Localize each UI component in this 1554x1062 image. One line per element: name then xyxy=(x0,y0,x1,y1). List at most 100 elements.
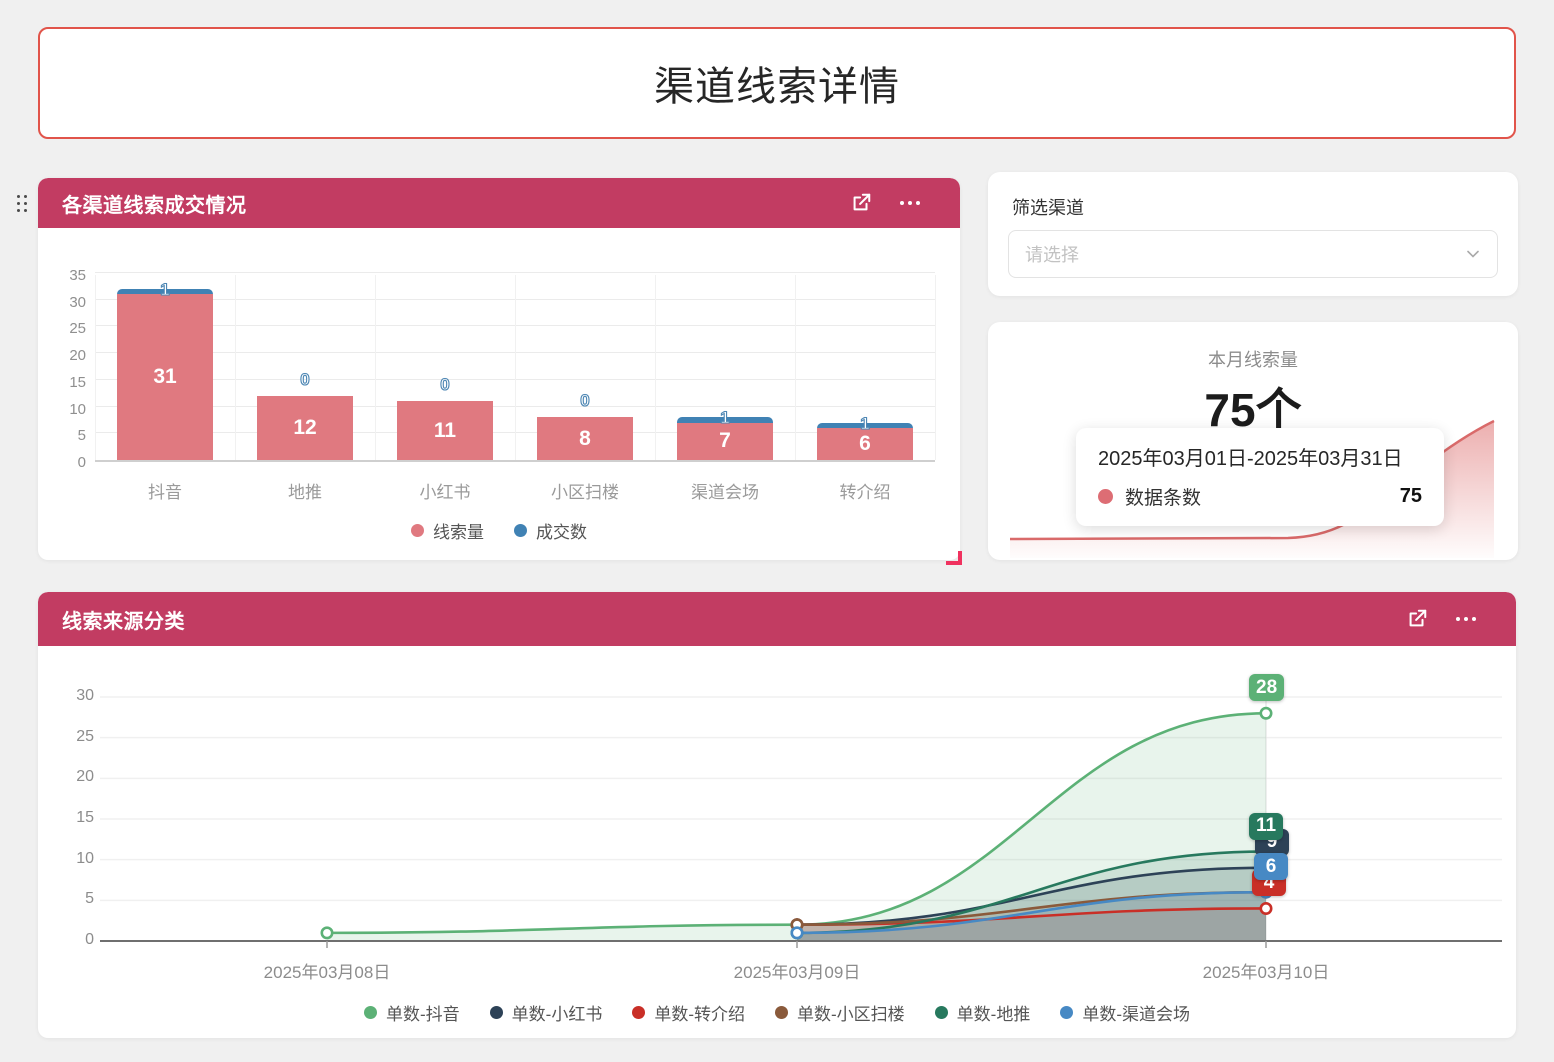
y-axis-label: 20 xyxy=(76,768,94,786)
x-axis-date-label: 2025年03月10日 xyxy=(1202,963,1330,982)
series-line-单数-渠道会场[interactable] xyxy=(796,890,1267,935)
deal-value-label: 0 xyxy=(580,391,591,411)
y-axis-label: 30 xyxy=(69,293,86,311)
deal-value-label: 1 xyxy=(720,408,731,428)
line-legend: 单数-抖音 单数-小红书 单数-转介绍 单数-小区扫楼 单数-地推 单数-渠道会场 xyxy=(38,1000,1516,1025)
bar-legend: 线索量 成交数 xyxy=(38,518,960,543)
y-axis-label: 20 xyxy=(69,347,86,365)
y-axis-label: 15 xyxy=(69,373,86,391)
y-axis-label: 25 xyxy=(69,320,86,338)
legend-label: 线索量 xyxy=(433,523,484,542)
line-card-header: 线索来源分类 xyxy=(38,592,1516,646)
export-icon[interactable] xyxy=(1406,608,1428,630)
legend-label: 单数-抖音 xyxy=(385,1005,460,1024)
y-axis-label: 25 xyxy=(76,727,94,745)
legend-dot xyxy=(1060,1006,1074,1019)
gridline xyxy=(95,272,935,273)
bar-segment-leads[interactable]: 11 xyxy=(397,401,493,460)
y-axis-label: 35 xyxy=(69,267,86,284)
legend-item[interactable]: 单数-转介绍 xyxy=(632,1000,745,1025)
drag-handle-icon[interactable] xyxy=(17,195,29,215)
legend-dot xyxy=(934,1006,948,1019)
monthly-leads-card: 本月线索量 75个 2025年03月01日-2025年03月31日 数据条数 7… xyxy=(988,322,1518,560)
legend-label: 单数-转介绍 xyxy=(654,1005,745,1024)
resize-handle[interactable] xyxy=(946,551,962,565)
legend-dot xyxy=(632,1006,646,1019)
x-axis-label: 地推 xyxy=(288,483,322,502)
chart-tooltip: 2025年03月01日-2025年03月31日 数据条数 75 xyxy=(1076,428,1444,526)
bar-segment-leads[interactable]: 7 xyxy=(677,422,773,460)
x-axis-label: 小区扫楼 xyxy=(551,483,619,502)
bar-segment-leads[interactable]: 31 xyxy=(117,294,213,460)
deal-value-label: 0 xyxy=(300,369,311,389)
legend-item[interactable]: 线索量 xyxy=(411,518,484,543)
gridline xyxy=(95,275,96,460)
legend-item[interactable]: 单数-地推 xyxy=(934,1000,1031,1025)
data-point-marker[interactable] xyxy=(1259,901,1273,915)
y-axis-label: 10 xyxy=(76,849,94,867)
x-axis-date-label: 2025年03月08日 xyxy=(263,963,391,982)
bar-segment-leads[interactable]: 8 xyxy=(537,417,633,460)
data-point-marker[interactable] xyxy=(790,926,804,940)
bar-plot-area: 31 1 12 0 11 0 8 0 7 1 6 1 xyxy=(95,272,936,462)
gridline xyxy=(375,275,376,460)
legend-dot xyxy=(363,1006,377,1019)
data-point-marker[interactable] xyxy=(1259,706,1273,720)
gridline xyxy=(935,275,936,460)
legend-item[interactable]: 单数-渠道会场 xyxy=(1060,1000,1190,1025)
filter-label: 筛选渠道 xyxy=(1012,198,1084,218)
chevron-down-icon xyxy=(1467,250,1479,258)
endpoint-badge: 6 xyxy=(1254,853,1288,881)
legend-item[interactable]: 成交数 xyxy=(514,518,587,543)
bar-segment-deals[interactable] xyxy=(117,289,213,295)
legend-label: 单数-小区扫楼 xyxy=(797,1005,905,1024)
endpoint-badge: 28 xyxy=(1249,674,1285,702)
line-plot-area xyxy=(100,696,1502,948)
export-icon[interactable] xyxy=(850,192,872,214)
bar-card-header: 各渠道线索成交情况 xyxy=(38,178,960,228)
y-axis-label: 15 xyxy=(76,809,94,826)
legend-label: 单数-地推 xyxy=(956,1005,1031,1024)
endpoint-badge: 11 xyxy=(1249,812,1284,840)
y-axis-label: 30 xyxy=(76,687,94,704)
x-axis-date-label: 2025年03月09日 xyxy=(733,963,861,982)
legend-label: 单数-小红书 xyxy=(511,1005,603,1024)
stat-title: 本月线索量 xyxy=(1208,350,1298,370)
bar-segment-deals[interactable] xyxy=(817,422,913,428)
gridline xyxy=(235,275,236,460)
deal-value-label: 1 xyxy=(860,413,871,433)
y-axis-label: 0 xyxy=(77,454,86,471)
bar-segment-leads[interactable]: 12 xyxy=(257,395,353,460)
deal-value-label: 0 xyxy=(440,375,451,395)
gridline xyxy=(795,275,796,460)
bar-segment-leads[interactable]: 6 xyxy=(817,427,913,460)
more-icon[interactable] xyxy=(898,192,922,214)
legend-item[interactable]: 单数-小区扫楼 xyxy=(775,1000,905,1025)
tooltip-series-dot xyxy=(1098,489,1113,504)
tooltip-series-value: 75 xyxy=(1399,485,1422,507)
legend-item[interactable]: 单数-抖音 xyxy=(363,1000,460,1025)
line-card-title: 线索来源分类 xyxy=(62,610,185,633)
legend-dot xyxy=(514,524,527,537)
legend-dot xyxy=(489,1006,503,1019)
y-axis-label: 5 xyxy=(85,890,94,908)
channel-select[interactable]: 请选择 xyxy=(1008,230,1498,278)
deal-value-label: 1 xyxy=(160,279,171,300)
line-chart-card: 线索来源分类 0 5 10 15 20 25 30 2025年03月08日 2025年03月0… xyxy=(38,592,1516,1038)
series-area xyxy=(797,908,1266,941)
x-axis-label: 渠道会场 xyxy=(691,483,759,502)
x-axis-label: 转介绍 xyxy=(839,483,891,502)
legend-label: 成交数 xyxy=(536,523,587,542)
bar-card-title: 各渠道线索成交情况 xyxy=(62,194,247,217)
data-point-marker[interactable] xyxy=(320,926,334,940)
filter-card: 筛选渠道 请选择 xyxy=(988,172,1518,296)
more-icon[interactable] xyxy=(1454,608,1478,630)
legend-item[interactable]: 单数-小红书 xyxy=(489,1000,603,1025)
series-line-单数-地推[interactable] xyxy=(796,850,1267,935)
y-axis-label: 5 xyxy=(77,427,86,445)
x-axis-label: 抖音 xyxy=(148,483,182,502)
bar-segment-deals[interactable] xyxy=(677,417,773,423)
